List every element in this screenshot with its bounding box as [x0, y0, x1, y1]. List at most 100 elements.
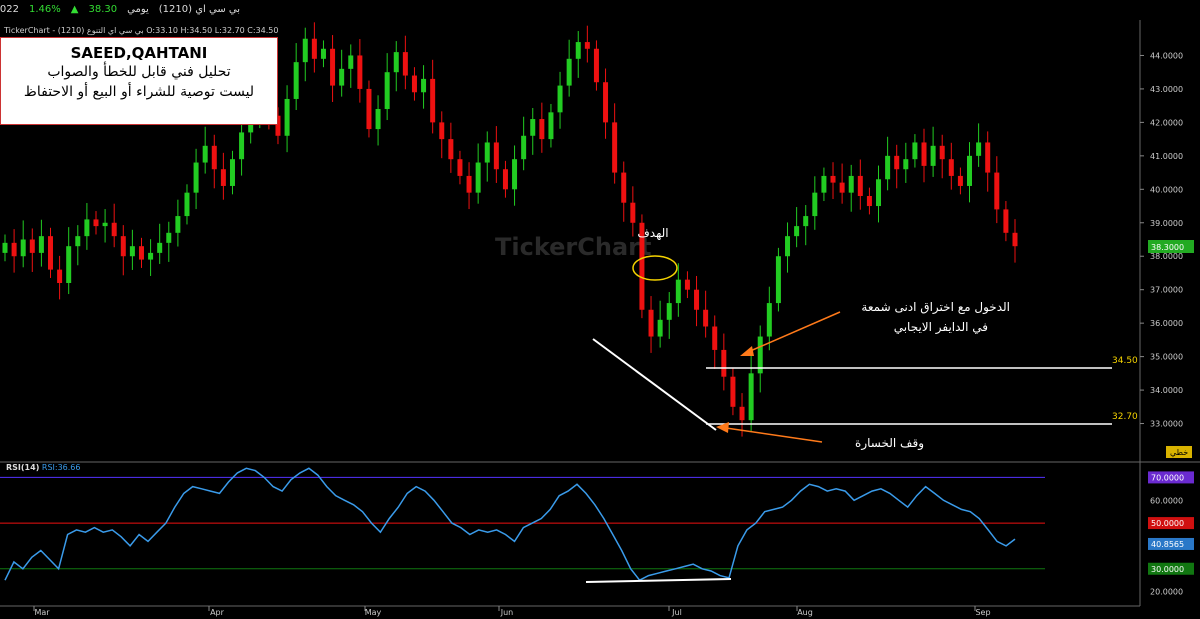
candle-body	[439, 122, 445, 140]
time-tick-label: Jun	[500, 608, 514, 617]
time-tick-label: Jul	[671, 608, 682, 617]
rsi-tick-label: 20.0000	[1150, 588, 1183, 597]
candle-body	[967, 155, 973, 186]
candle-body	[903, 159, 909, 170]
candle-body	[939, 145, 945, 160]
rsi-label: RSI(14) RSI:36.66	[6, 463, 80, 472]
price-tick-label: 44.0000	[1150, 51, 1183, 60]
candle-body	[475, 162, 481, 193]
candle-body	[11, 242, 17, 257]
rsi-tag: 70.0000	[1151, 473, 1184, 482]
chart-header: Sep 09, 2022 1.46% ▲ 38.30 يومي بي سي اي…	[0, 4, 240, 15]
candle-body	[803, 216, 809, 227]
candle-body	[411, 75, 417, 93]
candle-body	[530, 119, 536, 136]
entry-arrow-line	[747, 311, 841, 353]
candle-body	[539, 119, 545, 140]
candle-body	[157, 242, 163, 253]
rsi-line	[4, 467, 1016, 582]
rsi-tag-bg	[1148, 471, 1194, 484]
candle-body	[129, 246, 135, 257]
cut-tag-bg	[1166, 446, 1192, 458]
candle-body	[957, 175, 963, 186]
candle-body	[848, 175, 854, 193]
candle-body	[29, 239, 35, 253]
candle-body	[830, 175, 836, 183]
candle-body	[621, 172, 627, 203]
price-tick-label: 42.0000	[1150, 118, 1183, 127]
candle-body	[703, 309, 709, 327]
candle-body	[593, 48, 599, 83]
candle-body	[794, 226, 800, 237]
candle-body	[302, 38, 308, 63]
candle-body	[111, 222, 117, 237]
candle-body	[785, 236, 791, 257]
time-tick-label: Mar	[34, 608, 50, 617]
stop-arrow-head	[716, 422, 729, 433]
candle-body	[675, 279, 681, 304]
candle-body	[985, 142, 991, 173]
target-ellipse	[632, 255, 678, 281]
candle-body	[502, 169, 508, 190]
price-tag-bg	[1148, 240, 1194, 253]
candle-body	[857, 175, 863, 196]
time-tick-label: Apr	[210, 608, 225, 617]
candle-body	[730, 376, 736, 407]
time-tick-label: Aug	[797, 608, 813, 617]
candle-body	[47, 236, 53, 270]
candle-body	[384, 72, 390, 109]
price-tag: 38.3000	[1151, 243, 1184, 252]
entry-arrow-head	[740, 346, 754, 356]
candle-body	[330, 48, 336, 86]
candle-body	[421, 78, 427, 93]
level-label-low: 32.70	[1112, 412, 1138, 422]
candle-body	[866, 196, 872, 207]
candle-body	[184, 192, 190, 217]
candle-body	[748, 373, 754, 421]
rsi-tick-label: 60.0000	[1150, 496, 1183, 505]
rsi-tag-bg	[1148, 562, 1194, 575]
price-tick-label: 43.0000	[1150, 85, 1183, 94]
cut-tag: خطي	[1170, 448, 1188, 457]
candle-body	[821, 175, 827, 193]
candle-body	[521, 135, 527, 160]
candle-body	[211, 145, 217, 170]
candle-body	[948, 159, 954, 176]
price-tick-label: 34.0000	[1150, 386, 1183, 395]
candle-body	[202, 145, 208, 163]
candle-body	[1012, 232, 1018, 247]
candle-body	[493, 142, 499, 170]
candle-body	[885, 155, 891, 180]
candle-body	[584, 42, 590, 49]
header-symbol: بي سي اي (1210)	[158, 4, 240, 15]
candle-body	[839, 182, 845, 193]
price-tick-label: 40.0000	[1150, 185, 1183, 194]
rsi-value: RSI:36.66	[41, 463, 81, 472]
rsi-tag-bg	[1148, 517, 1194, 530]
candle-body	[912, 142, 918, 160]
level-label-high: 34.50	[1112, 356, 1138, 366]
price-tick-label: 39.0000	[1150, 219, 1183, 228]
candle-body	[684, 279, 690, 290]
candle-body	[575, 42, 581, 59]
author-name: SAEED,QAHTANI	[70, 44, 208, 62]
candle-body	[757, 336, 763, 374]
price-tick-label: 36.0000	[1150, 319, 1183, 328]
stop-label: وقف الخسارة	[855, 436, 924, 451]
candle-body	[557, 85, 563, 113]
candle-body	[357, 55, 363, 89]
candle-body	[57, 269, 63, 283]
candle-body	[812, 192, 818, 217]
candle-body	[721, 349, 727, 377]
candle-body	[430, 78, 436, 123]
rsi-tag-bg	[1148, 537, 1194, 550]
candle-body	[166, 232, 172, 243]
candle-body	[320, 48, 326, 59]
candle-body	[775, 256, 781, 304]
candle-body	[239, 132, 245, 160]
candle-body	[921, 142, 927, 166]
candle-body	[639, 222, 645, 310]
entry-label-2: في الدايفر الايجابي	[894, 320, 988, 335]
time-tick-label: Sep	[975, 608, 990, 617]
